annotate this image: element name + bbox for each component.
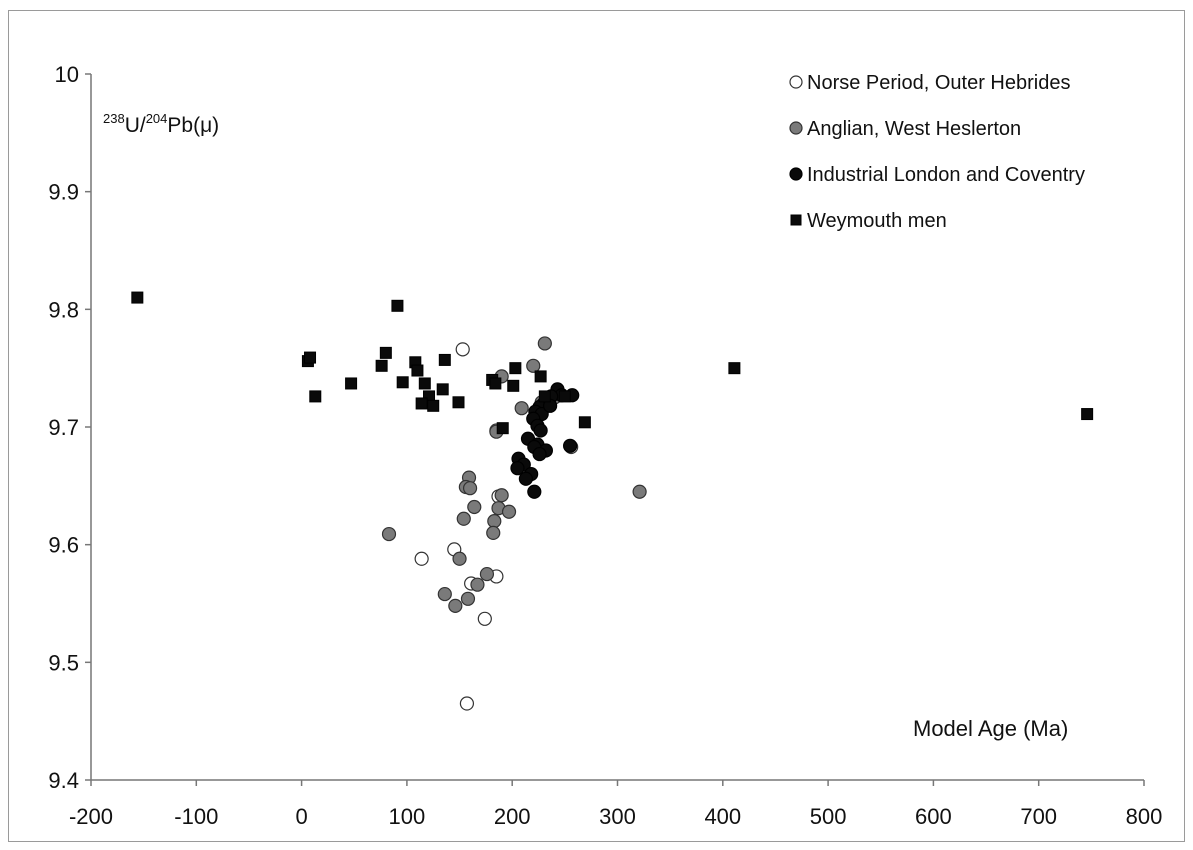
data-point (459, 696, 475, 711)
data-point (510, 461, 525, 476)
data-point (460, 591, 476, 606)
data-point (728, 362, 741, 375)
data-point (455, 342, 470, 357)
legend-item-weymouth-men: Weymouth men (790, 210, 947, 232)
data-point (486, 525, 501, 541)
data-point (309, 390, 322, 403)
y-label-u: U/ (125, 114, 146, 137)
y-tick-label: 9.5 (48, 650, 79, 675)
legend-label: Anglian, West Heslerton (807, 118, 1021, 140)
data-point (470, 577, 485, 592)
data-point (532, 446, 547, 462)
data-point (477, 611, 492, 626)
legend-label: Industrial London and Coventry (807, 164, 1085, 186)
data-point (452, 396, 465, 409)
data-point (496, 422, 509, 435)
data-point (467, 499, 482, 515)
data-point (538, 390, 551, 403)
data-point (537, 336, 552, 351)
data-points (131, 291, 1094, 711)
x-tick-label: 0 (295, 804, 307, 829)
legend-marker (789, 75, 803, 89)
data-point (533, 423, 548, 438)
data-point (527, 484, 542, 499)
legend-marker (789, 167, 803, 181)
data-point (375, 359, 388, 372)
data-point (381, 526, 397, 542)
legend-label: Norse Period, Outer Hebrides (807, 72, 1070, 94)
data-point (489, 377, 502, 390)
x-tick-label: -100 (174, 804, 218, 829)
data-point (1081, 408, 1094, 421)
data-point (418, 377, 431, 390)
data-point (438, 353, 451, 366)
data-point (437, 586, 452, 602)
data-point (345, 377, 358, 390)
legend-marker (789, 121, 803, 135)
data-point (304, 351, 317, 364)
axis-ticks: -200 -100 0 100 200 300 400 500 600 700 800 9.4 9.5 9… (48, 62, 1162, 829)
data-point (414, 551, 429, 566)
x-tick-label: 500 (810, 804, 847, 829)
data-point (494, 488, 509, 503)
y-tick-label: 9.4 (48, 768, 79, 793)
data-point (487, 514, 502, 529)
y-tick-label: 9.9 (48, 180, 79, 205)
data-point (526, 358, 541, 373)
data-point (448, 598, 463, 613)
data-point (507, 379, 520, 392)
data-point (509, 362, 522, 375)
data-point (415, 397, 428, 410)
x-tick-label: 600 (915, 804, 952, 829)
x-tick-label: 100 (389, 804, 426, 829)
data-point (436, 383, 449, 396)
data-point (396, 376, 409, 389)
x-tick-label: 400 (704, 804, 741, 829)
x-axis-label: Model Age (Ma) (913, 716, 1068, 741)
data-point (514, 401, 529, 416)
data-point (379, 346, 392, 359)
x-tick-label: 300 (599, 804, 636, 829)
y-tick-label: 9.6 (48, 533, 79, 558)
legend: Norse Period, Outer Hebrides Anglian, Wes… (789, 72, 1085, 232)
y-tick-label: 9.8 (48, 297, 79, 322)
data-point (462, 481, 478, 496)
data-point (534, 370, 547, 383)
x-tick-label: 800 (1126, 804, 1163, 829)
legend-label: Weymouth men (807, 210, 947, 232)
y-tick-label: 9.7 (48, 415, 79, 440)
data-point (558, 390, 571, 403)
data-point (456, 511, 471, 526)
data-point (518, 471, 533, 486)
data-point (578, 416, 591, 429)
data-point (479, 566, 495, 582)
data-point (563, 438, 578, 453)
y-axis-label: 238U/204Pb(μ) (103, 111, 219, 137)
data-point (501, 504, 517, 519)
y-label-sup-204: 204 (146, 111, 168, 126)
legend-marker (790, 214, 802, 226)
data-point (427, 399, 440, 412)
x-tick-label: -200 (69, 804, 113, 829)
x-tick-label: 700 (1020, 804, 1057, 829)
data-point (632, 484, 647, 499)
y-tick-label: 10 (55, 62, 79, 87)
legend-item-anglian-west-heslerton: Anglian, West Heslerton (789, 118, 1021, 140)
data-point (452, 551, 467, 566)
x-tick-label: 200 (494, 804, 531, 829)
legend-item-industrial-london-and-coventry: Industrial London and Coventry (789, 164, 1085, 186)
data-point (391, 299, 404, 312)
y-label-sup-238: 238 (103, 111, 125, 126)
series-industrial-london-and-coventry (510, 382, 580, 499)
chart-frame (8, 10, 1185, 842)
legend-item-norse-period-outer-hebrides: Norse Period, Outer Hebrides (789, 72, 1070, 94)
data-point (411, 364, 424, 377)
data-point (131, 291, 144, 304)
series-weymouth-men (131, 291, 1094, 435)
y-label-pb: Pb(μ) (167, 114, 219, 137)
